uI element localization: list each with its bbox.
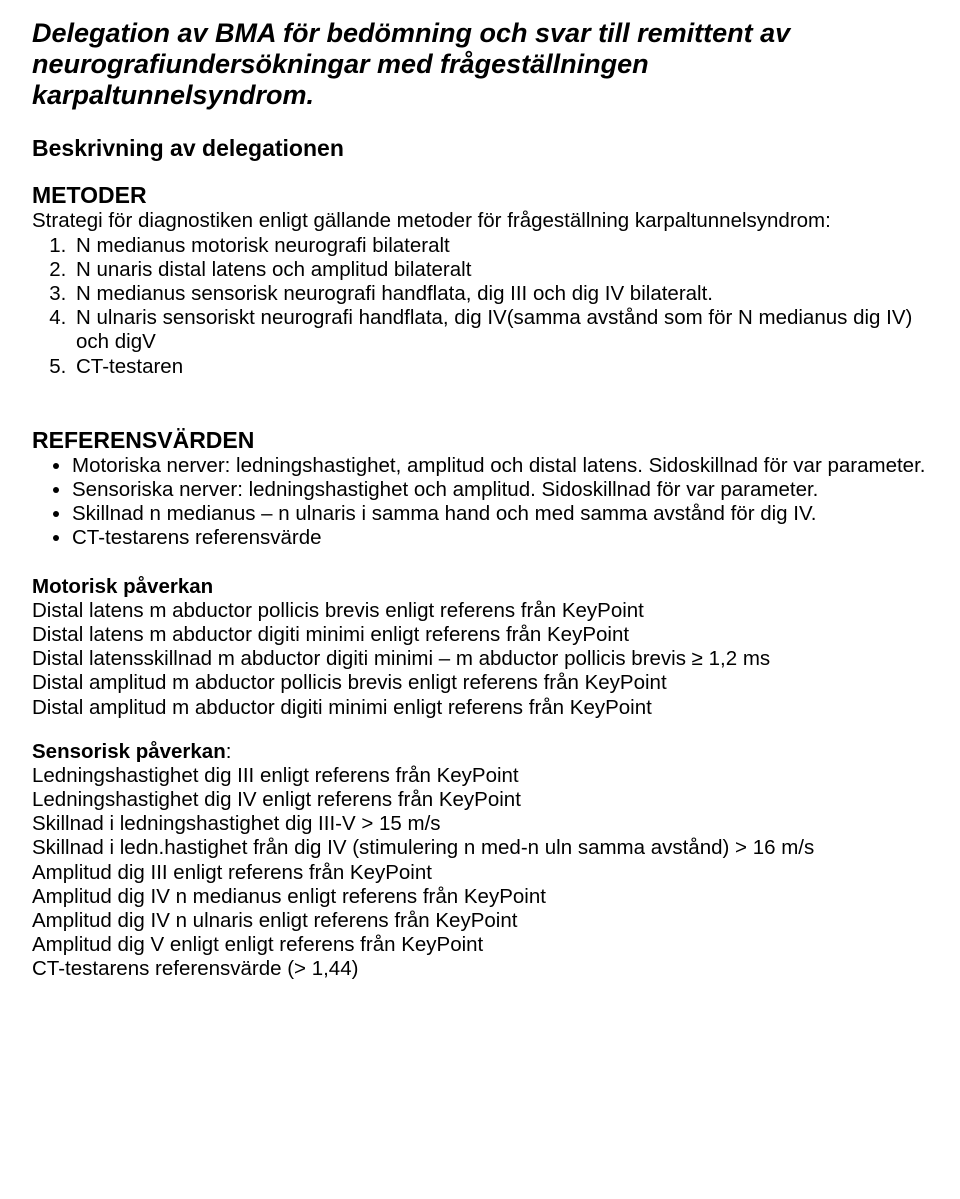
- motorisk-line: Distal amplitud m abductor digiti minimi…: [32, 696, 928, 720]
- sensorisk-line: Ledningshastighet dig IV enligt referens…: [32, 788, 928, 812]
- referensvarden-list: Motoriska nerver: ledningshastighet, amp…: [32, 454, 928, 551]
- ref-bullet: CT-testarens referensvärde: [72, 526, 928, 550]
- document-title: Delegation av BMA för bedömning och svar…: [32, 18, 928, 111]
- referensvarden-heading: REFERENSVÄRDEN: [32, 427, 928, 454]
- motorisk-line: Distal latens m abductor pollicis brevis…: [32, 599, 928, 623]
- metoder-item: CT-testaren: [72, 355, 928, 379]
- title-line-3: karpaltunnelsyndrom.: [32, 80, 314, 110]
- sensorisk-line: Amplitud dig III enligt referens från Ke…: [32, 861, 928, 885]
- sensorisk-line: Skillnad i ledn.hastighet från dig IV (s…: [32, 836, 928, 860]
- sensorisk-line: Amplitud dig V enligt enligt referens fr…: [32, 933, 928, 957]
- ref-bullet: Skillnad n medianus – n ulnaris i samma …: [72, 502, 928, 526]
- ref-bullet: Sensoriska nerver: ledningshastighet och…: [72, 478, 928, 502]
- metoder-item: N medianus sensorisk neurografi handflat…: [72, 282, 928, 306]
- metoder-heading: METODER: [32, 182, 928, 209]
- motorisk-line: Distal amplitud m abductor pollicis brev…: [32, 671, 928, 695]
- metoder-item: N medianus motorisk neurografi bilateral…: [72, 234, 928, 258]
- motorisk-line: Distal latens m abductor digiti minimi e…: [32, 623, 928, 647]
- sensorisk-colon: :: [226, 740, 232, 763]
- metoder-item: N ulnaris sensoriskt neurografi handflat…: [72, 306, 928, 354]
- sensorisk-line: Skillnad i ledningshastighet dig III-V >…: [32, 812, 928, 836]
- sensorisk-line: Amplitud dig IV n medianus enligt refere…: [32, 885, 928, 909]
- sensorisk-line: Ledningshastighet dig III enligt referen…: [32, 764, 928, 788]
- sensorisk-heading: Sensorisk påverkan: [32, 740, 226, 763]
- title-line-1: Delegation av BMA för bedömning och svar…: [32, 18, 790, 48]
- title-line-2: neurografiundersökningar med frågeställn…: [32, 49, 649, 79]
- metoder-list: N medianus motorisk neurografi bilateral…: [32, 234, 928, 379]
- motorisk-line: Distal latensskillnad m abductor digiti …: [32, 647, 928, 671]
- metoder-intro: Strategi för diagnostiken enligt gälland…: [32, 209, 928, 233]
- motorisk-heading: Motorisk påverkan: [32, 575, 928, 599]
- sensorisk-line: CT-testarens referensvärde (> 1,44): [32, 957, 928, 981]
- sensorisk-heading-line: Sensorisk påverkan:: [32, 740, 928, 764]
- subtitle: Beskrivning av delegationen: [32, 135, 928, 162]
- ref-bullet: Motoriska nerver: ledningshastighet, amp…: [72, 454, 928, 478]
- sensorisk-line: Amplitud dig IV n ulnaris enligt referen…: [32, 909, 928, 933]
- metoder-item: N unaris distal latens och amplitud bila…: [72, 258, 928, 282]
